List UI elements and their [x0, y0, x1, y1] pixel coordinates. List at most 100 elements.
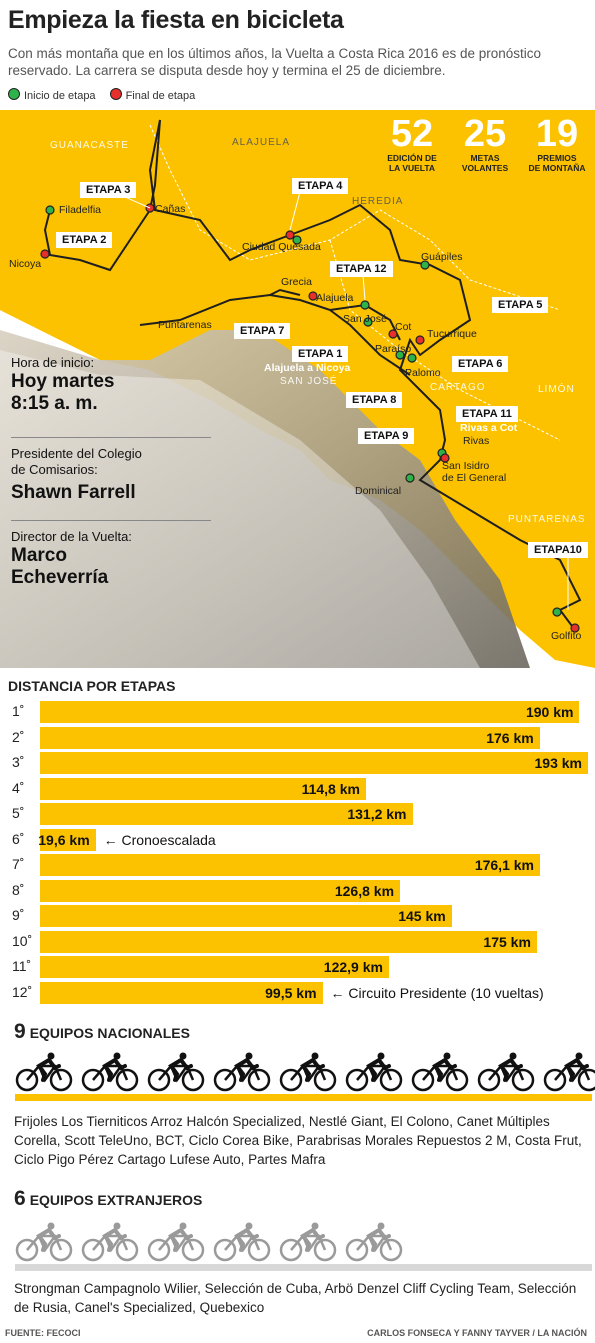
legend: Inicio de etapa Final de etapa: [8, 88, 195, 102]
stage-tick-label: 2˚: [12, 728, 25, 745]
stat-premios: 19 PREMIOS DE MONTAÑA: [528, 113, 586, 173]
stage-label-9: ETAPA 9: [358, 428, 415, 444]
stage-label-4: ETAPA 4: [292, 178, 349, 194]
cyclist-icon: [81, 1052, 139, 1092]
stage-tick-label: 1˚: [12, 703, 25, 719]
start-dot-icon: [8, 88, 20, 100]
stage-label-6: ETAPA 6: [452, 356, 509, 372]
stage-label-5: ETAPA 5: [492, 297, 549, 313]
info-hora: Hora de inicio: Hoy martes 8:15 a. m.: [11, 355, 115, 414]
stage-tick-label: 12˚: [12, 983, 33, 1000]
stage-tick-label: 9˚: [12, 907, 25, 923]
cyclist-icon: [15, 1052, 73, 1092]
bar-value-label: 122,9 km: [323, 959, 383, 975]
distance-bar: [40, 879, 401, 902]
info-presidente: Presidente del Colegio de Comisarios: Sh…: [11, 446, 142, 503]
national-strip: [15, 1094, 592, 1101]
distance-bar: [40, 752, 588, 774]
place-palomo: Palomo: [405, 367, 441, 379]
info-divider: [11, 437, 211, 438]
stage-label-1: ETAPA 1: [292, 346, 349, 362]
stage11-subtitle: Rivas a Cot: [460, 422, 518, 434]
place-guapiles: Guápiles: [421, 251, 463, 263]
bar-annotation: ← Cronoescalada: [103, 831, 216, 848]
stage-label-7: ETAPA 7: [234, 323, 291, 339]
bar-row: 4˚ 114,8 km: [0, 777, 595, 800]
bar-row: 1˚ 190 km: [0, 701, 595, 723]
cyclist-icon: [345, 1222, 403, 1262]
bar-value-label: 190 km: [525, 704, 574, 720]
distance-bar: [40, 701, 580, 723]
cyclist-icon: [279, 1052, 337, 1092]
stage-tick-label: 8˚: [12, 881, 25, 898]
source-footer: FUENTE: FECOCI: [5, 1328, 81, 1338]
stage-label-2: ETAPA 2: [56, 232, 113, 248]
province-limon: LIMÓN: [538, 384, 575, 395]
cyclist-icon: [411, 1052, 469, 1092]
foreign-strip: [15, 1264, 592, 1271]
bar-value-label: 176,1 km: [474, 857, 534, 873]
distance-bar: [40, 854, 540, 876]
place-canas: Cañas: [155, 203, 186, 215]
bar-value-label: 176 km: [486, 729, 534, 746]
info-divider: [11, 520, 211, 521]
place-golfito: Golfito: [551, 630, 582, 642]
stage1-subtitle: Alajuela a Nicoya: [264, 362, 351, 374]
bar-row: 3˚ 193 km: [0, 752, 595, 774]
stage-tick-label: 10˚: [12, 932, 33, 949]
bar-row: 7˚ 176,1 km: [0, 854, 595, 876]
bar-value-label: 99,5 km: [265, 984, 317, 1001]
bar-row: 9˚ 145 km: [0, 905, 595, 927]
bar-annotation: ← Circuito Presidente (10 vueltas): [330, 984, 544, 1001]
province-guanacaste: GUANACASTE: [50, 140, 129, 151]
chart-title: DISTANCIA POR ETAPAS: [8, 678, 176, 694]
bar-value-label: 193 km: [534, 755, 582, 771]
place-san-isidro: San Isidro: [442, 460, 490, 472]
stage-label-8: ETAPA 8: [346, 392, 403, 408]
distance-bar: [40, 905, 452, 927]
cyclist-icon: [81, 1222, 139, 1262]
national-count: 9: [14, 1020, 26, 1043]
place-alajuela: Alajuela: [316, 292, 354, 304]
bar-row: 10˚ 175 km: [0, 930, 595, 953]
bar-row: 12˚ 99,5 km ← Circuito Presidente (10 vuel…: [0, 981, 595, 1004]
distance-bar: [40, 828, 96, 851]
info-director: Director de la Vuelta: Marco Echeverría: [11, 529, 132, 588]
province-cartago: CARTAGO: [430, 382, 486, 393]
national-bikes: [15, 1052, 595, 1092]
place-el-general: de El General: [442, 472, 507, 484]
province-heredia: HEREDIA: [352, 196, 404, 207]
foreign-teams-heading: 6 EQUIPOS EXTRANJEROS: [14, 1187, 203, 1210]
cyclist-icon: [213, 1052, 271, 1092]
cyclist-icon: [147, 1052, 205, 1092]
bar-value-label: 114,8 km: [301, 780, 360, 797]
distance-bar: [40, 726, 540, 749]
bar-row: 11˚ 122,9 km: [0, 956, 595, 978]
end-dot-icon: [109, 88, 122, 100]
distance-bar: [40, 956, 389, 978]
place-grecia: Grecia: [281, 276, 312, 288]
bar-row: 2˚ 176 km: [0, 726, 595, 749]
bar-value-label: 19,6 km: [38, 831, 90, 848]
cyclist-icon: [15, 1222, 73, 1262]
page-title: Empieza la fiesta en bicicleta: [8, 6, 344, 34]
province-alajuela: ALAJUELA: [232, 137, 291, 148]
bar-row: 5˚ 131,2 km: [0, 803, 595, 825]
stage-label-3: ETAPA 3: [80, 182, 137, 198]
place-filadelfia: Filadelfia: [59, 204, 102, 216]
distance-bar: [40, 777, 366, 800]
place-sanjose: San José: [343, 313, 387, 325]
map-svg: [0, 110, 595, 668]
stage-label-11: ETAPA 11: [456, 406, 518, 422]
country-shape-left: [0, 110, 60, 340]
stage-tick-label: 7˚: [12, 856, 25, 872]
province-sanjose: SAN JOSÉ: [280, 376, 338, 387]
credit-footer: CARLOS FONSECA Y FANNY TAYVER / LA NACIÓ…: [367, 1328, 587, 1338]
foreign-count: 6: [14, 1187, 26, 1210]
stat-edicion: 52 EDICIÓN DE LA VUELTA: [387, 113, 437, 173]
bar-value-label: 145 km: [398, 908, 446, 924]
cyclist-icon: [213, 1222, 271, 1262]
legend-start: Inicio de etapa: [8, 88, 96, 102]
place-tucurrique: Tucurrique: [427, 328, 477, 340]
distance-bar: [40, 803, 413, 825]
